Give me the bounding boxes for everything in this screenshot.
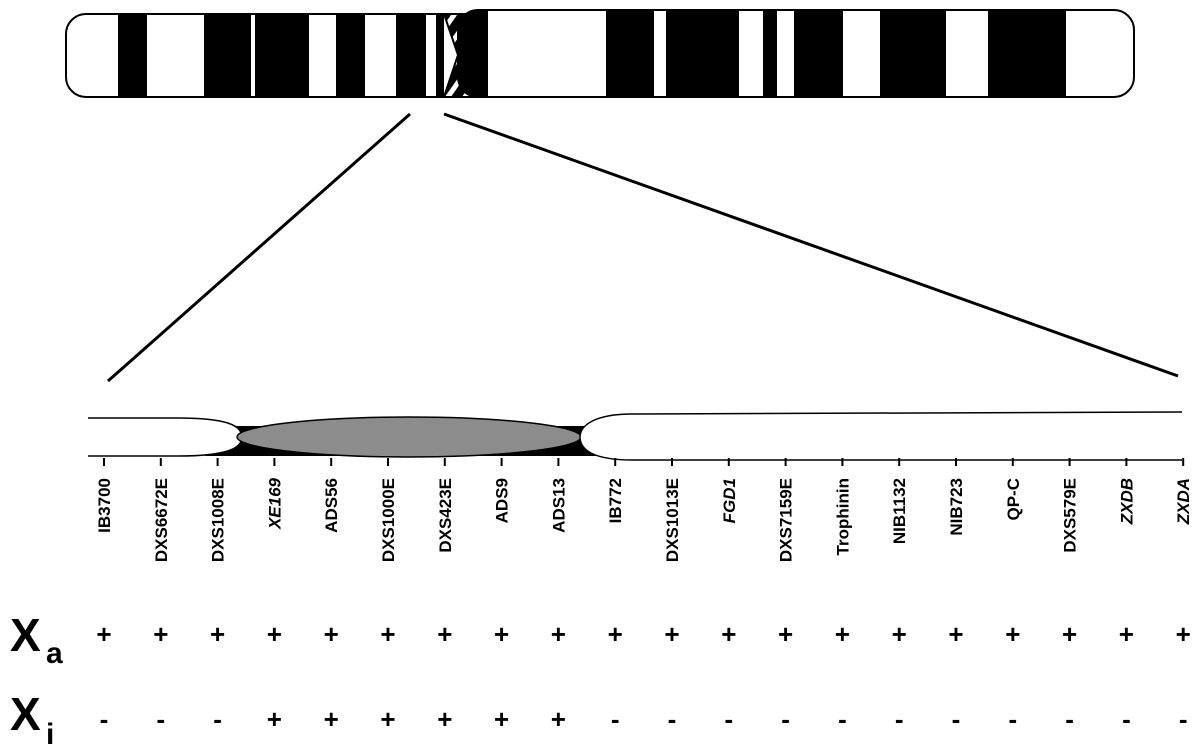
xi-sign: + (437, 704, 452, 734)
xa-sign: + (948, 619, 963, 649)
marker-label: ADS56 (322, 478, 341, 533)
marker-label: QP-C (1004, 478, 1023, 521)
xi-sign: - (1065, 704, 1074, 734)
xi-sign: - (213, 704, 222, 734)
expanded-region (88, 411, 1183, 461)
marker-label: NIB723 (947, 478, 966, 536)
xa-sign: + (1176, 619, 1191, 649)
xi-sign: - (724, 704, 733, 734)
xi-sign: - (895, 704, 904, 734)
marker-label: ADS13 (549, 478, 568, 533)
right-segment (579, 411, 1183, 461)
marker-label: ZXDA (1174, 478, 1193, 525)
band (118, 14, 147, 97)
band (396, 14, 426, 97)
xa-sign: + (551, 619, 566, 649)
left-segment (88, 417, 243, 457)
xi-sign: + (494, 704, 509, 734)
xi-sign: + (267, 704, 282, 734)
band (880, 10, 946, 97)
inactivation-escape-region (236, 416, 582, 458)
xi-sign: + (324, 704, 339, 734)
marker-ticks (103, 458, 1185, 466)
xa-sign: + (1005, 619, 1020, 649)
band (606, 10, 654, 97)
xa-expression-row: + + + + + + + + + + + + + + + + + + + + (96, 619, 1190, 649)
xi-sign: - (781, 704, 790, 734)
marker-label: XE169 (265, 477, 284, 530)
marker-labels: IB3700 DXS6672E DXS1008E XE169 ADS56 DXS1000E… (95, 477, 1193, 562)
p-arm-bands (66, 14, 466, 97)
marker-label: DXS579E (1061, 478, 1080, 553)
xa-sign: + (267, 619, 282, 649)
xa-sign: + (664, 619, 679, 649)
row-label-xa: X a (10, 609, 63, 670)
zoom-lines (107, 112, 1179, 383)
marker-label: NIB1132 (890, 478, 909, 544)
band (666, 10, 739, 97)
marker-label: FGD1 (720, 478, 739, 523)
p-arm (65, 13, 467, 98)
xa-sign: + (324, 619, 339, 649)
xi-sign: - (838, 704, 847, 734)
row-label-xi: X i (10, 688, 54, 751)
band (436, 14, 444, 97)
marker-label: DXS6672E (152, 478, 171, 562)
band (763, 10, 777, 97)
marker-label: DXS423E (436, 478, 455, 553)
xi-sign: - (611, 704, 620, 734)
row-label-xa-sub: a (46, 637, 63, 670)
xa-sign: + (608, 619, 623, 649)
xa-sign: + (437, 619, 452, 649)
xa-sign: + (1119, 619, 1134, 649)
marker-label: ZXDB (1117, 478, 1136, 525)
band (458, 10, 488, 97)
xa-sign: + (778, 619, 793, 649)
xa-sign: + (892, 619, 907, 649)
marker-label: DXS1008E (209, 478, 228, 562)
xi-sign: - (1122, 704, 1131, 734)
zoom-line-left (107, 112, 411, 383)
xi-sign: + (551, 704, 566, 734)
xi-sign: - (156, 704, 165, 734)
xi-sign: - (100, 704, 109, 734)
band (988, 10, 1066, 97)
band (336, 14, 365, 97)
zoom-line-right (443, 112, 1179, 378)
row-label-xi-sub: i (46, 718, 54, 751)
xi-sign: - (952, 704, 961, 734)
row-label-xi-main: X (10, 688, 41, 740)
marker-label: IB3700 (95, 478, 114, 533)
marker-label: IB772 (606, 478, 625, 523)
chromosome-ideogram (65, 9, 1135, 98)
xa-sign: + (1062, 619, 1077, 649)
marker-label: Trophinin (833, 478, 852, 555)
xi-sign: + (380, 704, 395, 734)
xa-sign: + (210, 619, 225, 649)
xi-sign: - (1179, 704, 1188, 734)
q-arm-bands (458, 10, 1134, 97)
xi-expression-row: - - - + + + + + + - - - - - - - - - - - (100, 704, 1188, 734)
xa-sign: + (96, 619, 111, 649)
band (255, 14, 309, 97)
band (204, 14, 251, 97)
marker-label: ADS9 (493, 478, 512, 523)
xi-sign: - (1008, 704, 1017, 734)
q-arm (457, 9, 1135, 98)
xi-sign: - (668, 704, 677, 734)
band (794, 10, 843, 97)
xa-sign: + (721, 619, 736, 649)
marker-label: DXS7159E (777, 478, 796, 562)
marker-label: DXS1000E (379, 478, 398, 562)
row-label-xa-main: X (10, 609, 41, 661)
xa-sign: + (835, 619, 850, 649)
xa-sign: + (153, 619, 168, 649)
xa-sign: + (380, 619, 395, 649)
marker-label: DXS1013E (663, 478, 682, 562)
xa-sign: + (494, 619, 509, 649)
